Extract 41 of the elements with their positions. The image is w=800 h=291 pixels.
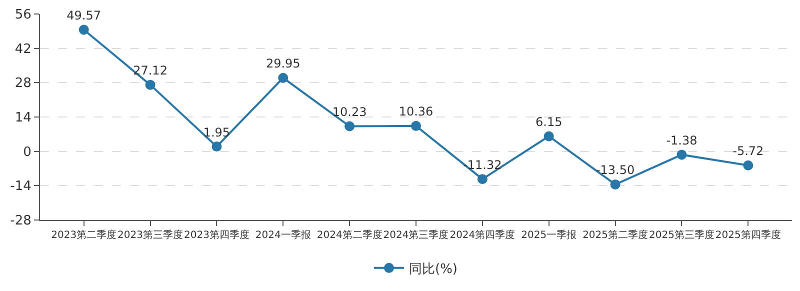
point bbox=[743, 160, 754, 170]
text: 27.12 bbox=[133, 64, 168, 78]
text: 49.57 bbox=[66, 8, 102, 23]
x-tick-label: 2024第三季度 bbox=[383, 229, 449, 241]
x-tick-label: 2025一季报 bbox=[521, 229, 577, 241]
point bbox=[212, 142, 222, 152]
x-tick-label: 2024一季报 bbox=[255, 229, 311, 241]
point bbox=[278, 72, 288, 83]
point bbox=[344, 121, 355, 132]
text: 29.95 bbox=[266, 56, 300, 71]
y-tick-label: 28 bbox=[14, 76, 32, 92]
x-tick-label: 2023第二季度 bbox=[51, 229, 117, 241]
text: -13.50 bbox=[596, 163, 635, 178]
x-tick-label: 2025第四季度 bbox=[715, 229, 781, 241]
point bbox=[477, 174, 488, 184]
x-tick-label: 2024第四季度 bbox=[450, 229, 516, 241]
point bbox=[411, 120, 421, 131]
legend-label: 同比(%) bbox=[409, 262, 458, 277]
text: 1.95 bbox=[203, 125, 230, 140]
point bbox=[544, 131, 554, 142]
y-tick-label: -14 bbox=[10, 179, 32, 194]
x-tick-label: 2023第四季度 bbox=[184, 229, 250, 241]
point bbox=[78, 24, 89, 35]
point bbox=[610, 179, 620, 190]
text: 6.15 bbox=[536, 115, 562, 129]
y-tick-label: 0 bbox=[23, 144, 32, 160]
text: 10.36 bbox=[398, 104, 434, 119]
x-tick-label: 2023第三季度 bbox=[118, 229, 184, 241]
x-tick-label: 2025第三季度 bbox=[648, 229, 714, 241]
y-tick-label: 56 bbox=[14, 8, 32, 23]
text: -5.72 bbox=[732, 144, 764, 158]
y-tick-label: 42 bbox=[14, 42, 32, 57]
y-tick-label: 14 bbox=[14, 110, 32, 126]
y-tick-label: -28 bbox=[10, 214, 32, 229]
text: -1.38 bbox=[666, 133, 698, 148]
x-tick-label: 2024第二季度 bbox=[316, 229, 382, 241]
text: -11.32 bbox=[463, 158, 502, 172]
point bbox=[676, 150, 687, 160]
x-tick-label: 2025第二季度 bbox=[582, 229, 648, 241]
point bbox=[145, 80, 156, 90]
text: 10.23 bbox=[332, 105, 367, 119]
